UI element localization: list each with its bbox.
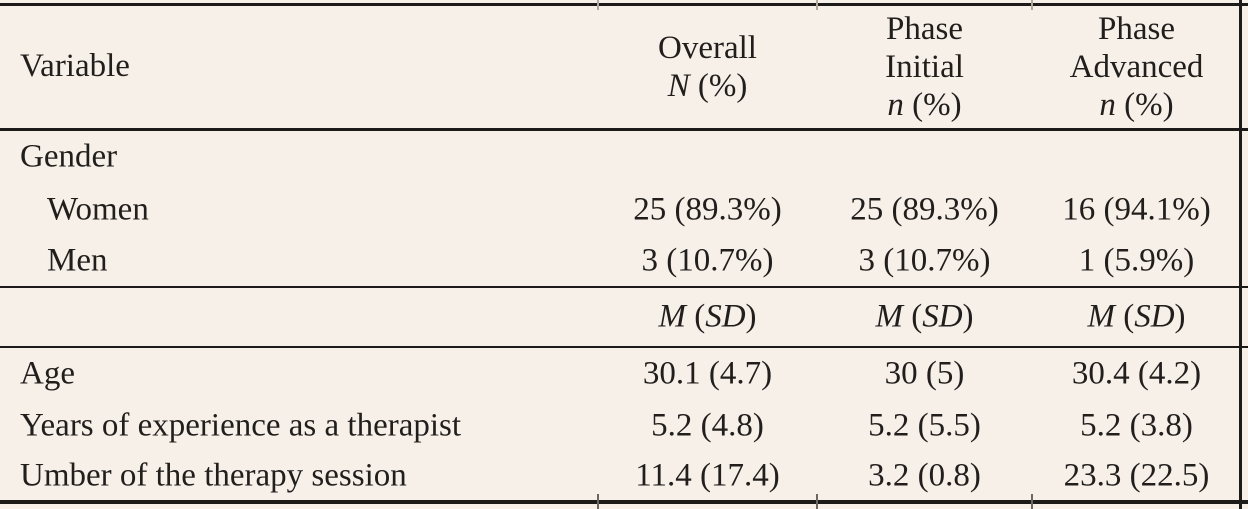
cell-women-initial: 25 (89.3%)	[850, 191, 999, 227]
cell-years-advanced: 5.2 (3.8)	[1080, 407, 1193, 444]
gender-section-bottom-rule	[0, 285, 1248, 288]
table-row: Gender	[0, 131, 1248, 183]
header-phase-advanced-line2: Advanced	[1069, 48, 1204, 85]
header-phase-initial: Phase Initial n (%)	[817, 5, 1032, 128]
table-bottom-rule	[0, 500, 1248, 504]
table-row: Men 3 (10.7%) 3 (10.7%) 1 (5.9%)	[0, 236, 1248, 286]
row-label-gender: Gender	[20, 138, 118, 175]
header-phase-advanced-line3: n (%)	[1032, 86, 1241, 124]
percent-unit: (%)	[689, 67, 748, 104]
table-row: Umber of the therapy session 11.4 (17.4)…	[0, 452, 1248, 500]
column-tick	[597, 494, 599, 509]
percent-unit: (%)	[1115, 86, 1174, 123]
cell-session-advanced: 23.3 (22.5)	[1063, 457, 1210, 494]
header-bottom-rule	[0, 128, 1248, 131]
msd-section-bottom-rule	[0, 345, 1248, 348]
cell-women-overall: 25 (89.3%)	[633, 191, 782, 227]
row-label-men: Men	[47, 242, 108, 279]
header-phase-advanced: Phase Advanced n (%)	[1032, 5, 1241, 128]
cell-men-advanced: 1 (5.9%)	[1078, 242, 1195, 279]
cell-men-overall: 3 (10.7%)	[641, 242, 774, 279]
header-variable: Variable	[20, 5, 130, 128]
cell-men-initial: 3 (10.7%)	[858, 242, 991, 279]
m-symbol: M	[875, 298, 903, 334]
header-overall-line1: Overall	[658, 29, 757, 66]
cell-women-advanced: 16 (94.1%)	[1062, 191, 1211, 227]
n-symbol: n	[1099, 86, 1116, 123]
column-tick	[816, 0, 818, 10]
sd-symbol: SD	[1134, 298, 1175, 334]
header-phase-initial-line3: n (%)	[817, 86, 1032, 124]
cell-session-overall: 11.4 (17.4)	[635, 457, 780, 494]
row-label-women: Women	[47, 191, 149, 227]
msd-header-initial: M (SD)	[875, 298, 974, 334]
table-row: Age 30.1 (4.7) 30 (5) 30.4 (4.2)	[0, 348, 1248, 400]
stat-header-row: M (SD) M (SD) M (SD)	[0, 288, 1248, 345]
sd-symbol: SD	[922, 298, 963, 334]
cell-age-advanced: 30.4 (4.2)	[1071, 355, 1202, 392]
cell-session-initial: 3.2 (0.8)	[868, 457, 981, 494]
header-overall-line2: N (%)	[598, 67, 817, 105]
m-symbol: M	[1087, 298, 1115, 334]
header-variable-label: Variable	[20, 48, 130, 84]
table-top-rule	[0, 3, 1248, 6]
m-symbol: M	[658, 298, 686, 334]
header-overall: Overall N (%)	[598, 5, 817, 128]
row-label-therapy-session: Umber of the therapy session	[20, 457, 407, 494]
n-symbol: n	[887, 86, 904, 123]
column-tick	[1031, 494, 1033, 509]
table-row: Women 25 (89.3%) 25 (89.3%) 16 (94.1%)	[0, 183, 1248, 236]
msd-header-overall: M (SD)	[658, 298, 757, 334]
header-phase-initial-line1: Phase	[886, 10, 963, 47]
header-phase-advanced-line1: Phase	[1098, 10, 1175, 47]
column-tick	[597, 0, 599, 10]
cell-years-overall: 5.2 (4.8)	[651, 407, 764, 444]
n-symbol: N	[667, 67, 690, 104]
cell-age-initial: 30 (5)	[884, 355, 965, 392]
header-phase-initial-line2: Initial	[885, 48, 964, 85]
row-label-age: Age	[20, 355, 75, 392]
table-row: Years of experience as a therapist 5.2 (…	[0, 400, 1248, 452]
column-tick	[1031, 0, 1033, 10]
cell-years-initial: 5.2 (5.5)	[868, 407, 981, 444]
sd-symbol: SD	[705, 298, 746, 334]
row-label-years-experience: Years of experience as a therapist	[20, 407, 462, 444]
cell-age-overall: 30.1 (4.7)	[642, 355, 773, 392]
msd-header-advanced: M (SD)	[1087, 298, 1186, 334]
percent-unit: (%)	[903, 86, 962, 123]
column-tick	[816, 494, 818, 509]
right-column-separator-line	[1239, 0, 1242, 509]
